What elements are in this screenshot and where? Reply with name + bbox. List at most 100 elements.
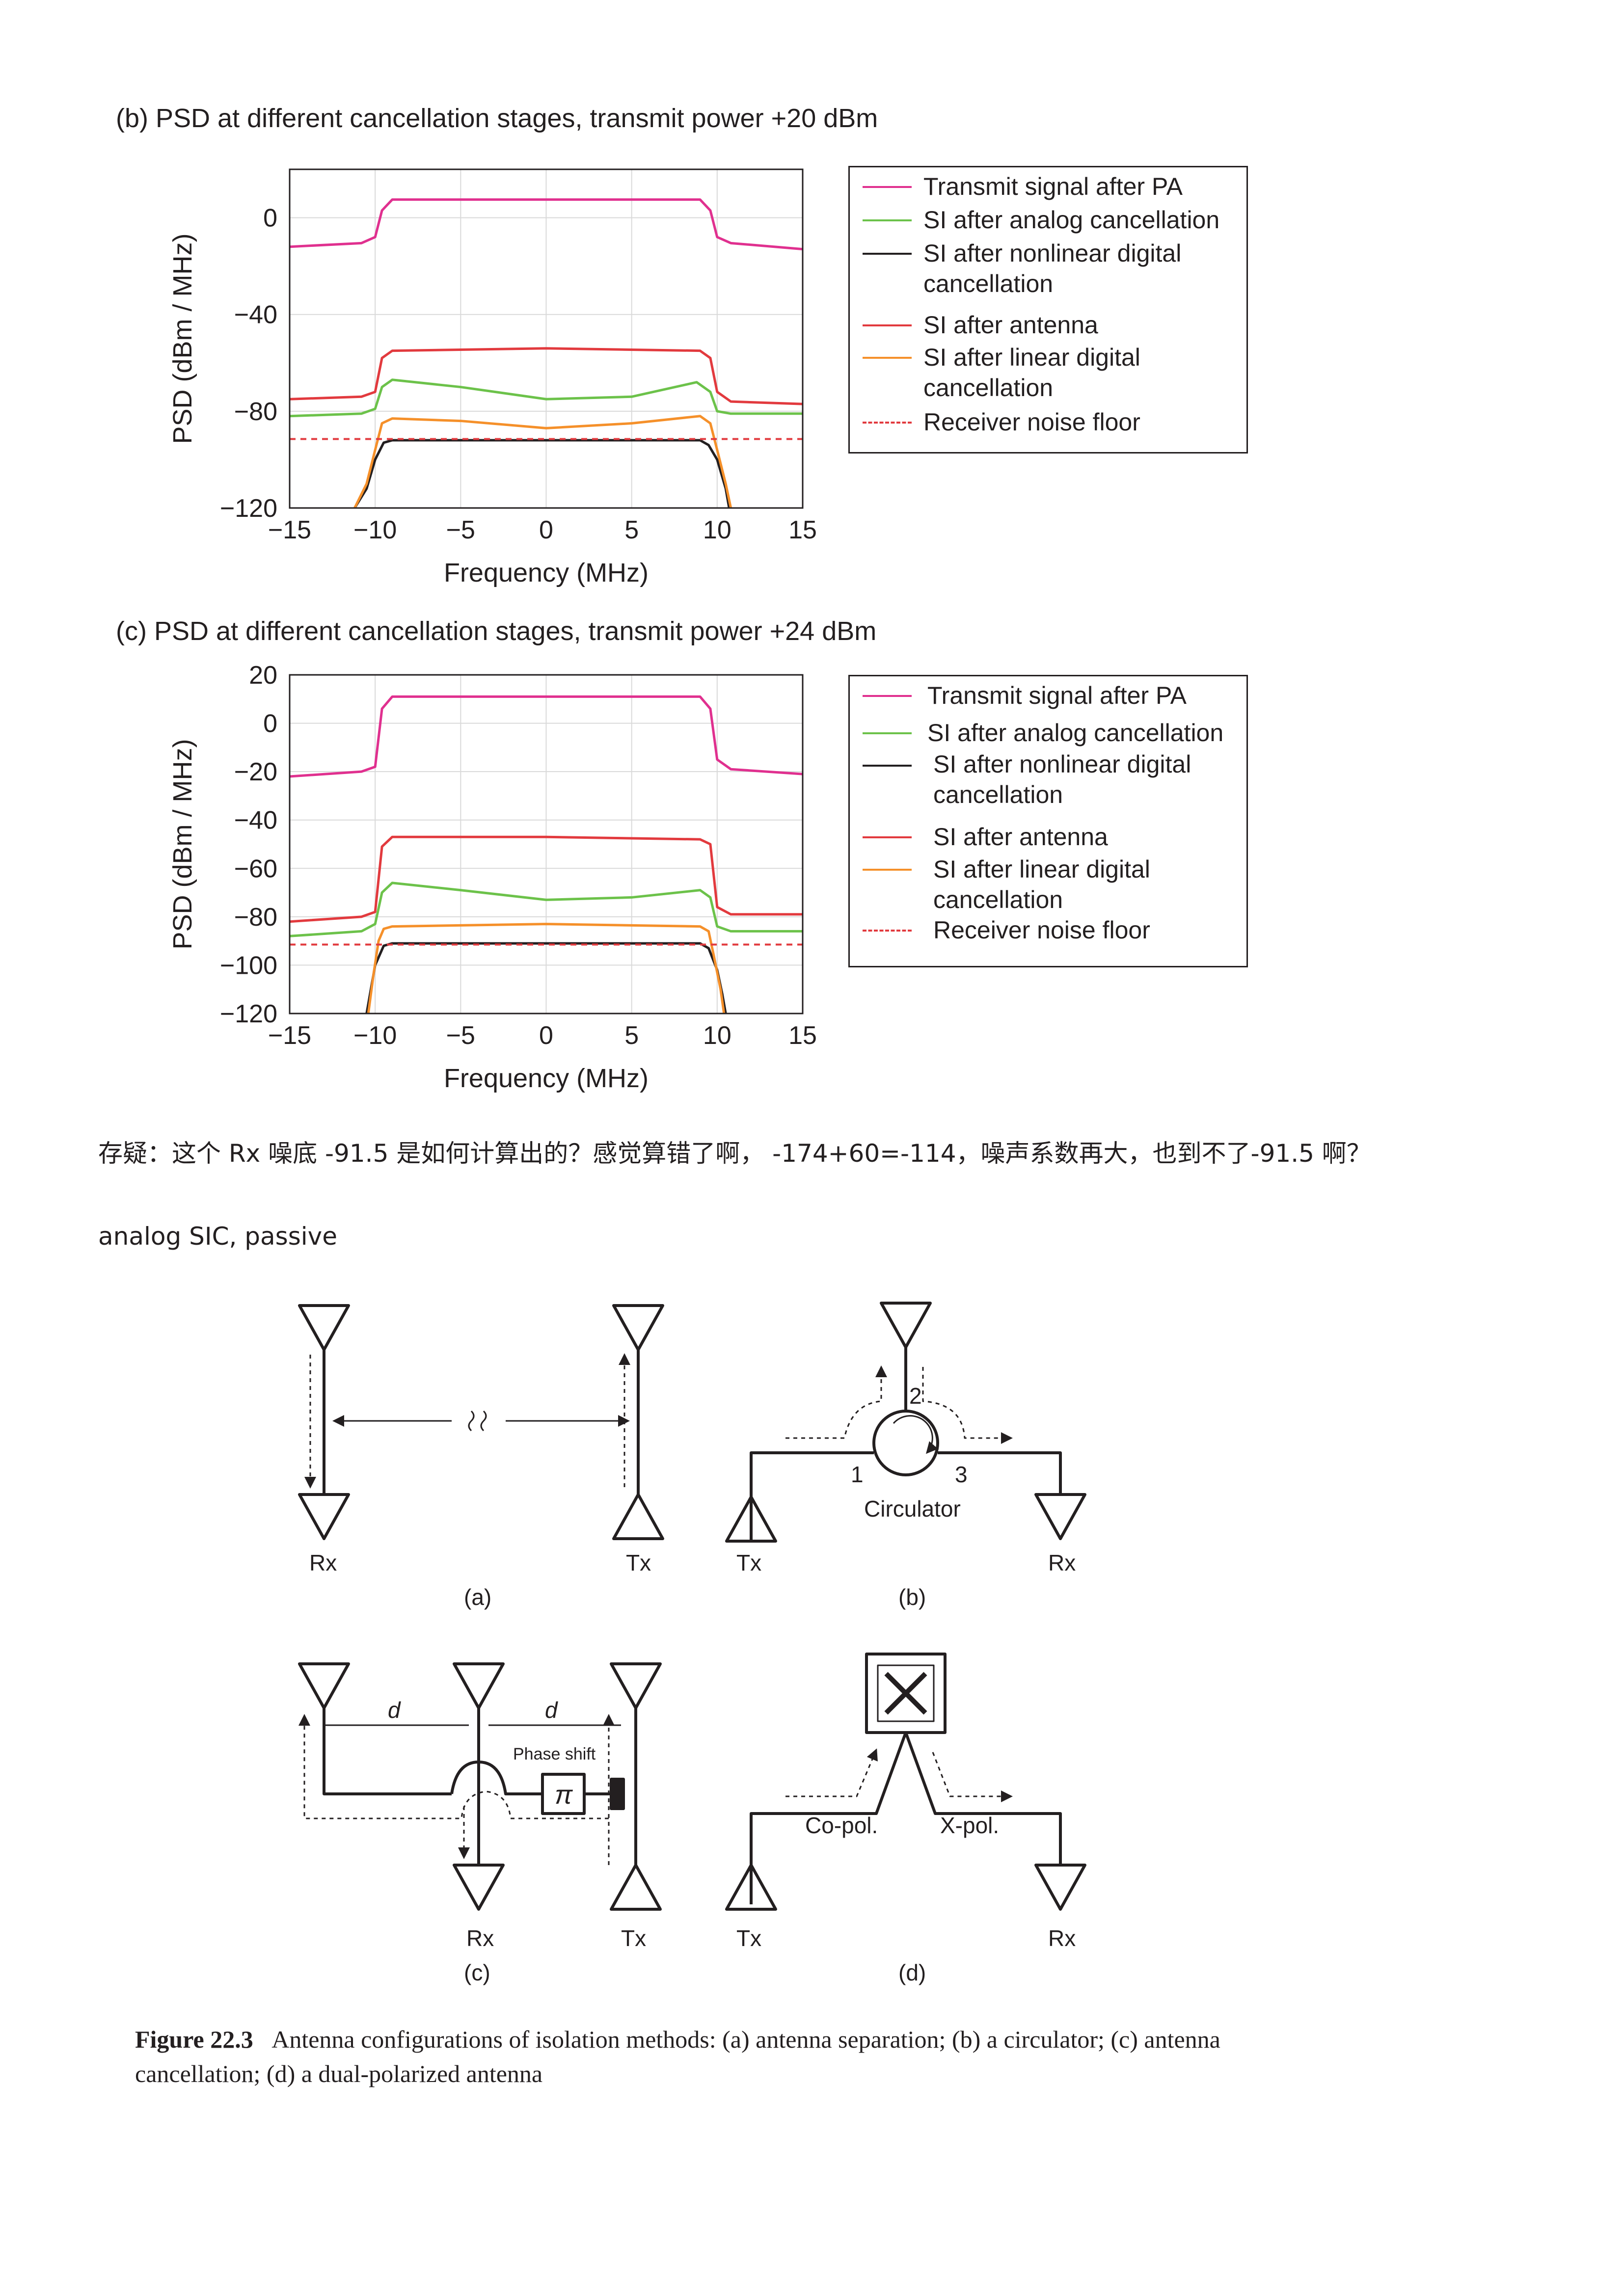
x-tick-label: 10 (703, 1021, 731, 1050)
panel-d (725, 1653, 1086, 1911)
rx-antenna-bottom-icon (298, 1493, 350, 1540)
label-port-1: 1 (851, 1462, 864, 1487)
label-d: d (388, 1697, 401, 1723)
y-tick-label: −60 (234, 854, 277, 883)
legend-swatch (863, 219, 912, 221)
y-tick-label: 0 (263, 710, 277, 738)
x-tick-label: −10 (353, 1021, 397, 1050)
series-line (290, 347, 803, 405)
tx-antenna-icon (725, 1864, 777, 1911)
label-d: d (545, 1697, 558, 1723)
chart-c-legend: Transmit signal after PA SI after analog… (848, 675, 1248, 967)
legend-swatch (863, 930, 912, 932)
subfig-a-label: (a) (464, 1584, 491, 1610)
note-heading: analog SIC, passive (98, 1222, 337, 1251)
chart-b-title: (b) PSD at different cancellation stages… (116, 104, 878, 133)
plot-frame (289, 168, 804, 509)
tx-antenna-bottom-icon (610, 1864, 662, 1911)
x-tick-label: 15 (788, 516, 817, 544)
x-tick-label: −5 (446, 516, 475, 544)
y-tick-label: −120 (220, 494, 277, 523)
subfig-d-label: (d) (898, 1960, 926, 1985)
legend-label: SI after antenna (923, 311, 1098, 339)
figure-caption: Figure 22.3 Antenna configurations of is… (135, 2022, 1264, 2091)
tx-antenna-bottom-icon (612, 1493, 664, 1540)
x-axis-label: Frequency (MHz) (444, 1064, 649, 1093)
legend-swatch (863, 732, 912, 734)
legend-swatch (863, 869, 912, 871)
legend-label: SI after analog cancellation (923, 206, 1220, 234)
legend-label: Transmit signal after PA (927, 682, 1187, 709)
x-tick-label: 10 (703, 516, 731, 544)
rx-antenna-bottom-icon (453, 1864, 505, 1911)
y-tick-label: −40 (234, 806, 277, 835)
label-tx: Tx (626, 1550, 651, 1575)
legend-label: Transmit signal after PA (923, 173, 1183, 200)
legend-swatch (863, 324, 912, 326)
chart-b: −15 −10 −5 0 5 10 15 0 −40 −80 −120 Frequency (MHz)… (168, 168, 817, 587)
series-line (290, 378, 803, 418)
legend-label: SI after nonlinear digital cancellation (923, 240, 1182, 297)
y-tick-label: −80 (234, 903, 277, 932)
y-tick-label: −40 (234, 301, 277, 329)
chart-b-legend: Transmit signal after PA SI after analog… (848, 166, 1248, 454)
plot-frame (289, 674, 804, 1015)
label-phase-shift: Phase shift (513, 1745, 596, 1763)
panel-a (298, 1304, 664, 1540)
subfig-c-label: (c) (464, 1960, 490, 1985)
panel-c (298, 1662, 662, 1911)
series-line (353, 415, 732, 508)
series-line (290, 198, 803, 251)
rx-antenna-top-icon (298, 1304, 350, 1351)
label-x-pol: X-pol. (940, 1813, 999, 1838)
legend-swatch (863, 695, 912, 697)
subfig-b-label: (b) (898, 1584, 926, 1610)
antenna-figure: Rx Tx (a) 2 1 3 Circulator Tx Rx (b) d d… (298, 1302, 1086, 1985)
x-tick-label: 0 (539, 1021, 553, 1050)
legend-label: SI after linear digital cancellation (923, 344, 1140, 401)
x-tick-label: −15 (268, 1021, 311, 1050)
y-axis-label: PSD (dBm / MHz) (168, 739, 197, 949)
label-port-3: 3 (955, 1462, 968, 1487)
note-question: 存疑：这个 Rx 噪底 -91.5 是如何计算出的？感觉算错了啊， -174+6… (98, 1139, 1371, 1168)
series-line (290, 881, 803, 937)
legend-label: Receiver noise floor (923, 408, 1140, 436)
label-co-pol: Co-pol. (805, 1813, 878, 1838)
label-rx: Rx (466, 1925, 494, 1951)
legend-swatch (863, 253, 912, 255)
series-line (367, 923, 726, 1014)
label-rx: Rx (309, 1550, 337, 1575)
caption-text: Antenna configurations of isolation meth… (135, 2026, 1220, 2087)
rx-antenna-icon (1034, 1493, 1086, 1540)
y-axis-label: PSD (dBm / MHz) (168, 233, 197, 444)
x-tick-label: −15 (268, 516, 311, 544)
caption-label: Figure 22.3 (135, 2026, 253, 2053)
legend-label: SI after nonlinear digital cancellation (933, 750, 1191, 808)
panel-b (725, 1302, 1086, 1543)
x-tick-label: 5 (624, 1021, 639, 1050)
series-line (290, 835, 803, 923)
tx-antenna-top-icon (610, 1662, 662, 1709)
series-line (353, 439, 731, 508)
label-rx: Rx (1048, 1925, 1076, 1951)
label-rx: Rx (1048, 1550, 1076, 1575)
series-line (290, 695, 803, 778)
chart-c-title: (c) PSD at different cancellation stages… (116, 616, 877, 646)
rx-antenna-icon (1034, 1864, 1086, 1911)
x-tick-label: −10 (353, 516, 397, 544)
legend-swatch (863, 765, 912, 767)
y-tick-label: −20 (234, 758, 277, 786)
label-tx: Tx (736, 1550, 761, 1575)
legend-swatch (863, 836, 912, 838)
legend-label: SI after analog cancellation (927, 719, 1224, 747)
y-tick-label: 0 (263, 204, 277, 233)
antenna-icon (880, 1302, 932, 1349)
y-tick-label: 20 (249, 663, 277, 690)
legend-label: Receiver noise floor (933, 916, 1150, 944)
x-tick-label: −5 (446, 1021, 475, 1050)
legend-swatch (863, 422, 912, 424)
x-tick-label: 5 (624, 516, 639, 544)
y-tick-label: −100 (220, 951, 277, 980)
label-circulator: Circulator (864, 1496, 961, 1522)
x-axis-label: Frequency (MHz) (444, 558, 649, 587)
